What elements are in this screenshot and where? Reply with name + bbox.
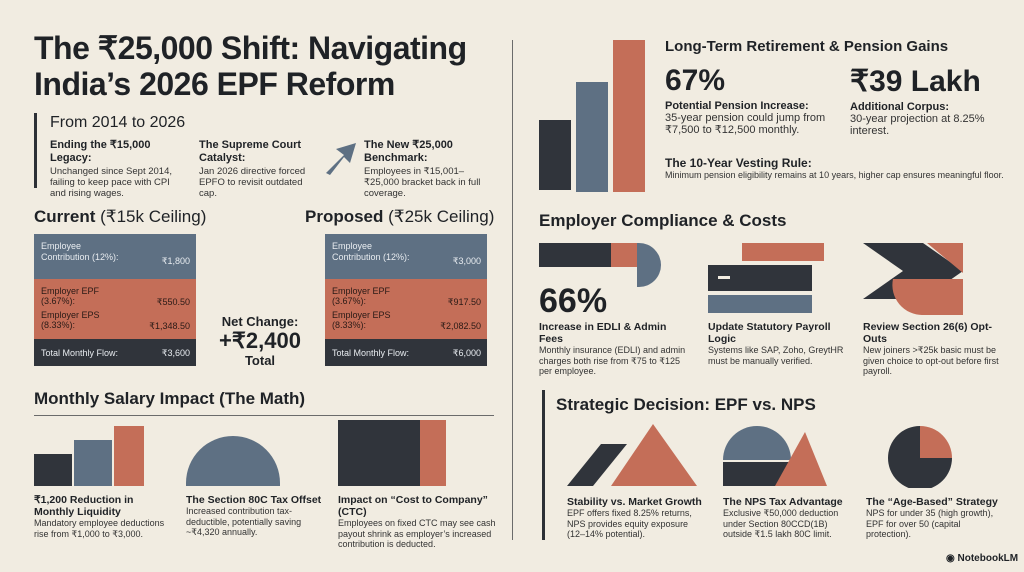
vertical-divider xyxy=(512,40,513,540)
compliance-graphic-1 xyxy=(539,243,661,287)
strategy-item-stability: Stability vs. Market Growth EPF offers f… xyxy=(567,496,702,539)
timeline-item-benchmark: The New ₹25,000 Benchmark: Employees in … xyxy=(364,139,481,199)
strategy-graphic-1 xyxy=(567,424,697,486)
timeline-accent-bar xyxy=(34,113,37,188)
notebooklm-icon: ◉ xyxy=(946,553,958,564)
edli-stat: 66% xyxy=(539,282,608,320)
half-circle-graphic xyxy=(186,436,280,486)
rising-bars-graphic xyxy=(539,40,649,192)
current-employer-rows: Employer EPF (3.67%): ₹550.50 Employer E… xyxy=(34,279,196,339)
strategy-accent-bar xyxy=(542,390,545,540)
strategy-item-nps-tax: The NPS Tax Advantage Exclusive ₹50,000 … xyxy=(723,496,843,539)
salary-divider xyxy=(34,415,494,416)
current-total-row: Total Monthly Flow: ₹3,600 xyxy=(34,339,196,366)
timeline-item-court: The Supreme Court Catalyst: Jan 2026 dir… xyxy=(199,139,306,199)
salary-item-80c: The Section 80C Tax Offset Increased con… xyxy=(186,494,322,537)
current-heading: Current (₹15k Ceiling) xyxy=(34,207,207,226)
compliance-item-edli: Increase in EDLI & Admin Fees Monthly in… xyxy=(539,321,686,376)
page-title: The ₹25,000 Shift: Navigating India’s 20… xyxy=(34,30,467,102)
ctc-graphic xyxy=(338,420,446,486)
brand-logo: ◉ NotebookLM xyxy=(946,553,1019,564)
pie-graphic xyxy=(888,426,952,488)
proposed-heading: Proposed (₹25k Ceiling) xyxy=(305,207,495,226)
strategy-heading: Strategic Decision: EPF vs. NPS xyxy=(556,395,816,414)
strategy-item-age: The “Age-Based” Strategy NPS for under 3… xyxy=(866,496,998,539)
compliance-item-optouts: Review Section 26(6) Opt-Outs New joiner… xyxy=(863,321,999,376)
salary-heading: Monthly Salary Impact (The Math) xyxy=(34,389,306,408)
additional-corpus-stat: ₹39 Lakh Additional Corpus: 30-year proj… xyxy=(850,65,985,137)
current-table: Employee Contribution (12%): ₹1,800 Empl… xyxy=(34,234,196,366)
retirement-heading: Long-Term Retirement & Pension Gains xyxy=(665,38,949,55)
strategy-graphic-2 xyxy=(723,426,827,486)
vesting-rule: The 10-Year Vesting Rule: Minimum pensio… xyxy=(665,156,1004,180)
timeline-heading: From 2014 to 2026 xyxy=(50,114,186,131)
compliance-item-payroll: Update Statutory Payroll Logic Systems l… xyxy=(708,321,844,366)
timeline-item-legacy: Ending the ₹15,000 Legacy: Unchanged sin… xyxy=(50,139,173,199)
proposed-employer-rows: Employer EPF (3.67%): ₹917.50 Employer E… xyxy=(325,279,487,339)
salary-item-liquidity: ₹1,200 Reduction in Monthly Liquidity Ma… xyxy=(34,494,165,539)
compliance-graphic-2 xyxy=(708,243,824,313)
net-change: Net Change: +₹2,400 Total xyxy=(219,314,301,368)
pension-increase-stat: 67% Potential Pension Increase: 35-year … xyxy=(665,64,826,136)
compliance-heading: Employer Compliance & Costs xyxy=(539,211,787,230)
proposed-table: Employee Contribution (12%): ₹3,000 Empl… xyxy=(325,234,487,366)
compliance-graphic-3 xyxy=(863,243,963,315)
bar-graphic xyxy=(34,426,144,486)
salary-item-ctc: Impact on “Cost to Company” (CTC) Employ… xyxy=(338,494,496,549)
arrow-up-right-icon xyxy=(326,143,356,175)
proposed-employee-row: Employee Contribution (12%): ₹3,000 xyxy=(325,234,487,279)
proposed-total-row: Total Monthly Flow: ₹6,000 xyxy=(325,339,487,366)
current-employee-row: Employee Contribution (12%): ₹1,800 xyxy=(34,234,196,279)
